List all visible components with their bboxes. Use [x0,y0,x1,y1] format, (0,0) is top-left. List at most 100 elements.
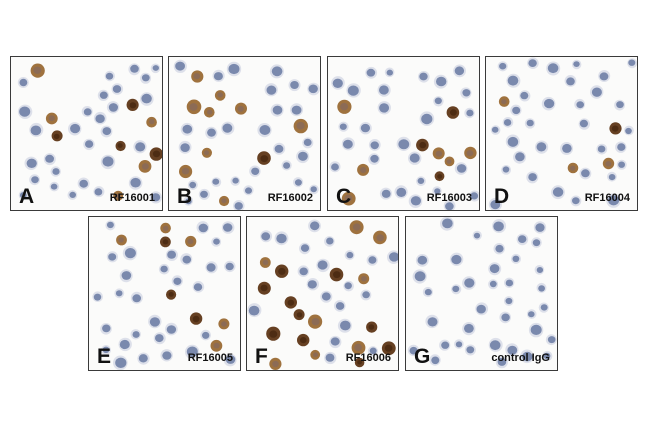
cell [433,74,448,89]
cell [412,269,427,284]
cell [264,83,278,97]
cell [464,146,477,160]
cell [173,59,187,73]
cell [226,61,242,77]
cell [504,277,515,288]
cell [296,149,310,164]
cell [567,162,579,174]
cell [100,323,112,335]
cell [396,136,411,151]
cell [114,288,125,299]
cell [97,89,109,101]
cell [235,102,247,115]
cell [488,279,499,290]
cell [429,354,441,366]
cell [160,236,171,248]
cell [119,269,133,283]
cell [536,282,547,293]
cell [290,103,304,117]
panel-letter-e: E [97,345,112,368]
cell [419,111,435,126]
cell [502,117,514,128]
cell [149,147,162,161]
cell [394,185,408,199]
cell [187,180,198,190]
cell [354,357,365,368]
cell [572,59,582,70]
cell [201,147,212,158]
cell [180,122,194,136]
cell [299,242,311,255]
cell [166,289,177,300]
cell [113,190,124,201]
cell [111,83,124,95]
cell [616,159,627,170]
cell [275,264,289,278]
micrograph-panel-c: C RF16003 [327,56,480,211]
cell [160,349,173,362]
cell-field-c [329,64,479,210]
cell [551,185,565,200]
cell [408,151,422,165]
cell [501,165,511,175]
antibody-label-e: RF16005 [187,352,233,364]
cell [531,237,542,248]
cell [602,157,615,170]
cell [43,153,56,166]
cell [196,221,210,234]
cell [224,260,236,273]
cell [574,98,586,110]
cell [205,126,218,139]
cell-field-e [92,220,237,370]
cell [324,236,335,247]
cell [526,309,537,319]
cell [302,137,314,149]
cell [77,177,90,190]
cell [140,72,152,84]
cell [614,99,625,111]
cell [433,96,444,107]
cell [439,339,451,351]
cell [306,278,319,291]
cell [488,337,503,352]
cell [533,221,547,234]
cell [624,125,634,136]
cell [191,70,204,83]
cell-field-f [247,219,398,370]
micrograph-panel-g: G control IgG [405,216,558,371]
cell [377,83,391,97]
cell [118,337,132,352]
cell [223,353,237,367]
cell [472,230,482,241]
cell [260,230,273,243]
cell [106,251,118,263]
cell [446,106,460,119]
cell [416,138,429,152]
micrograph-panel-d: D RF16004 [485,56,638,211]
cell [269,357,282,370]
cell [178,140,192,154]
cell [384,67,395,78]
cell [297,265,310,277]
cell [243,185,254,196]
cell [189,312,203,325]
cell [498,96,510,107]
cell [535,140,549,154]
cell [331,76,345,90]
cell [373,230,387,245]
cell [510,104,522,116]
cell [219,195,230,207]
cell [367,346,378,357]
cell [358,273,370,285]
cell [366,254,378,266]
cell [387,250,398,264]
cell [185,344,200,360]
cell-field-a [17,63,162,204]
cell [50,166,61,177]
cell [24,156,38,170]
cell [297,333,310,347]
cell [606,193,621,208]
cell [344,250,355,261]
cell [377,101,391,115]
cell [464,107,475,119]
